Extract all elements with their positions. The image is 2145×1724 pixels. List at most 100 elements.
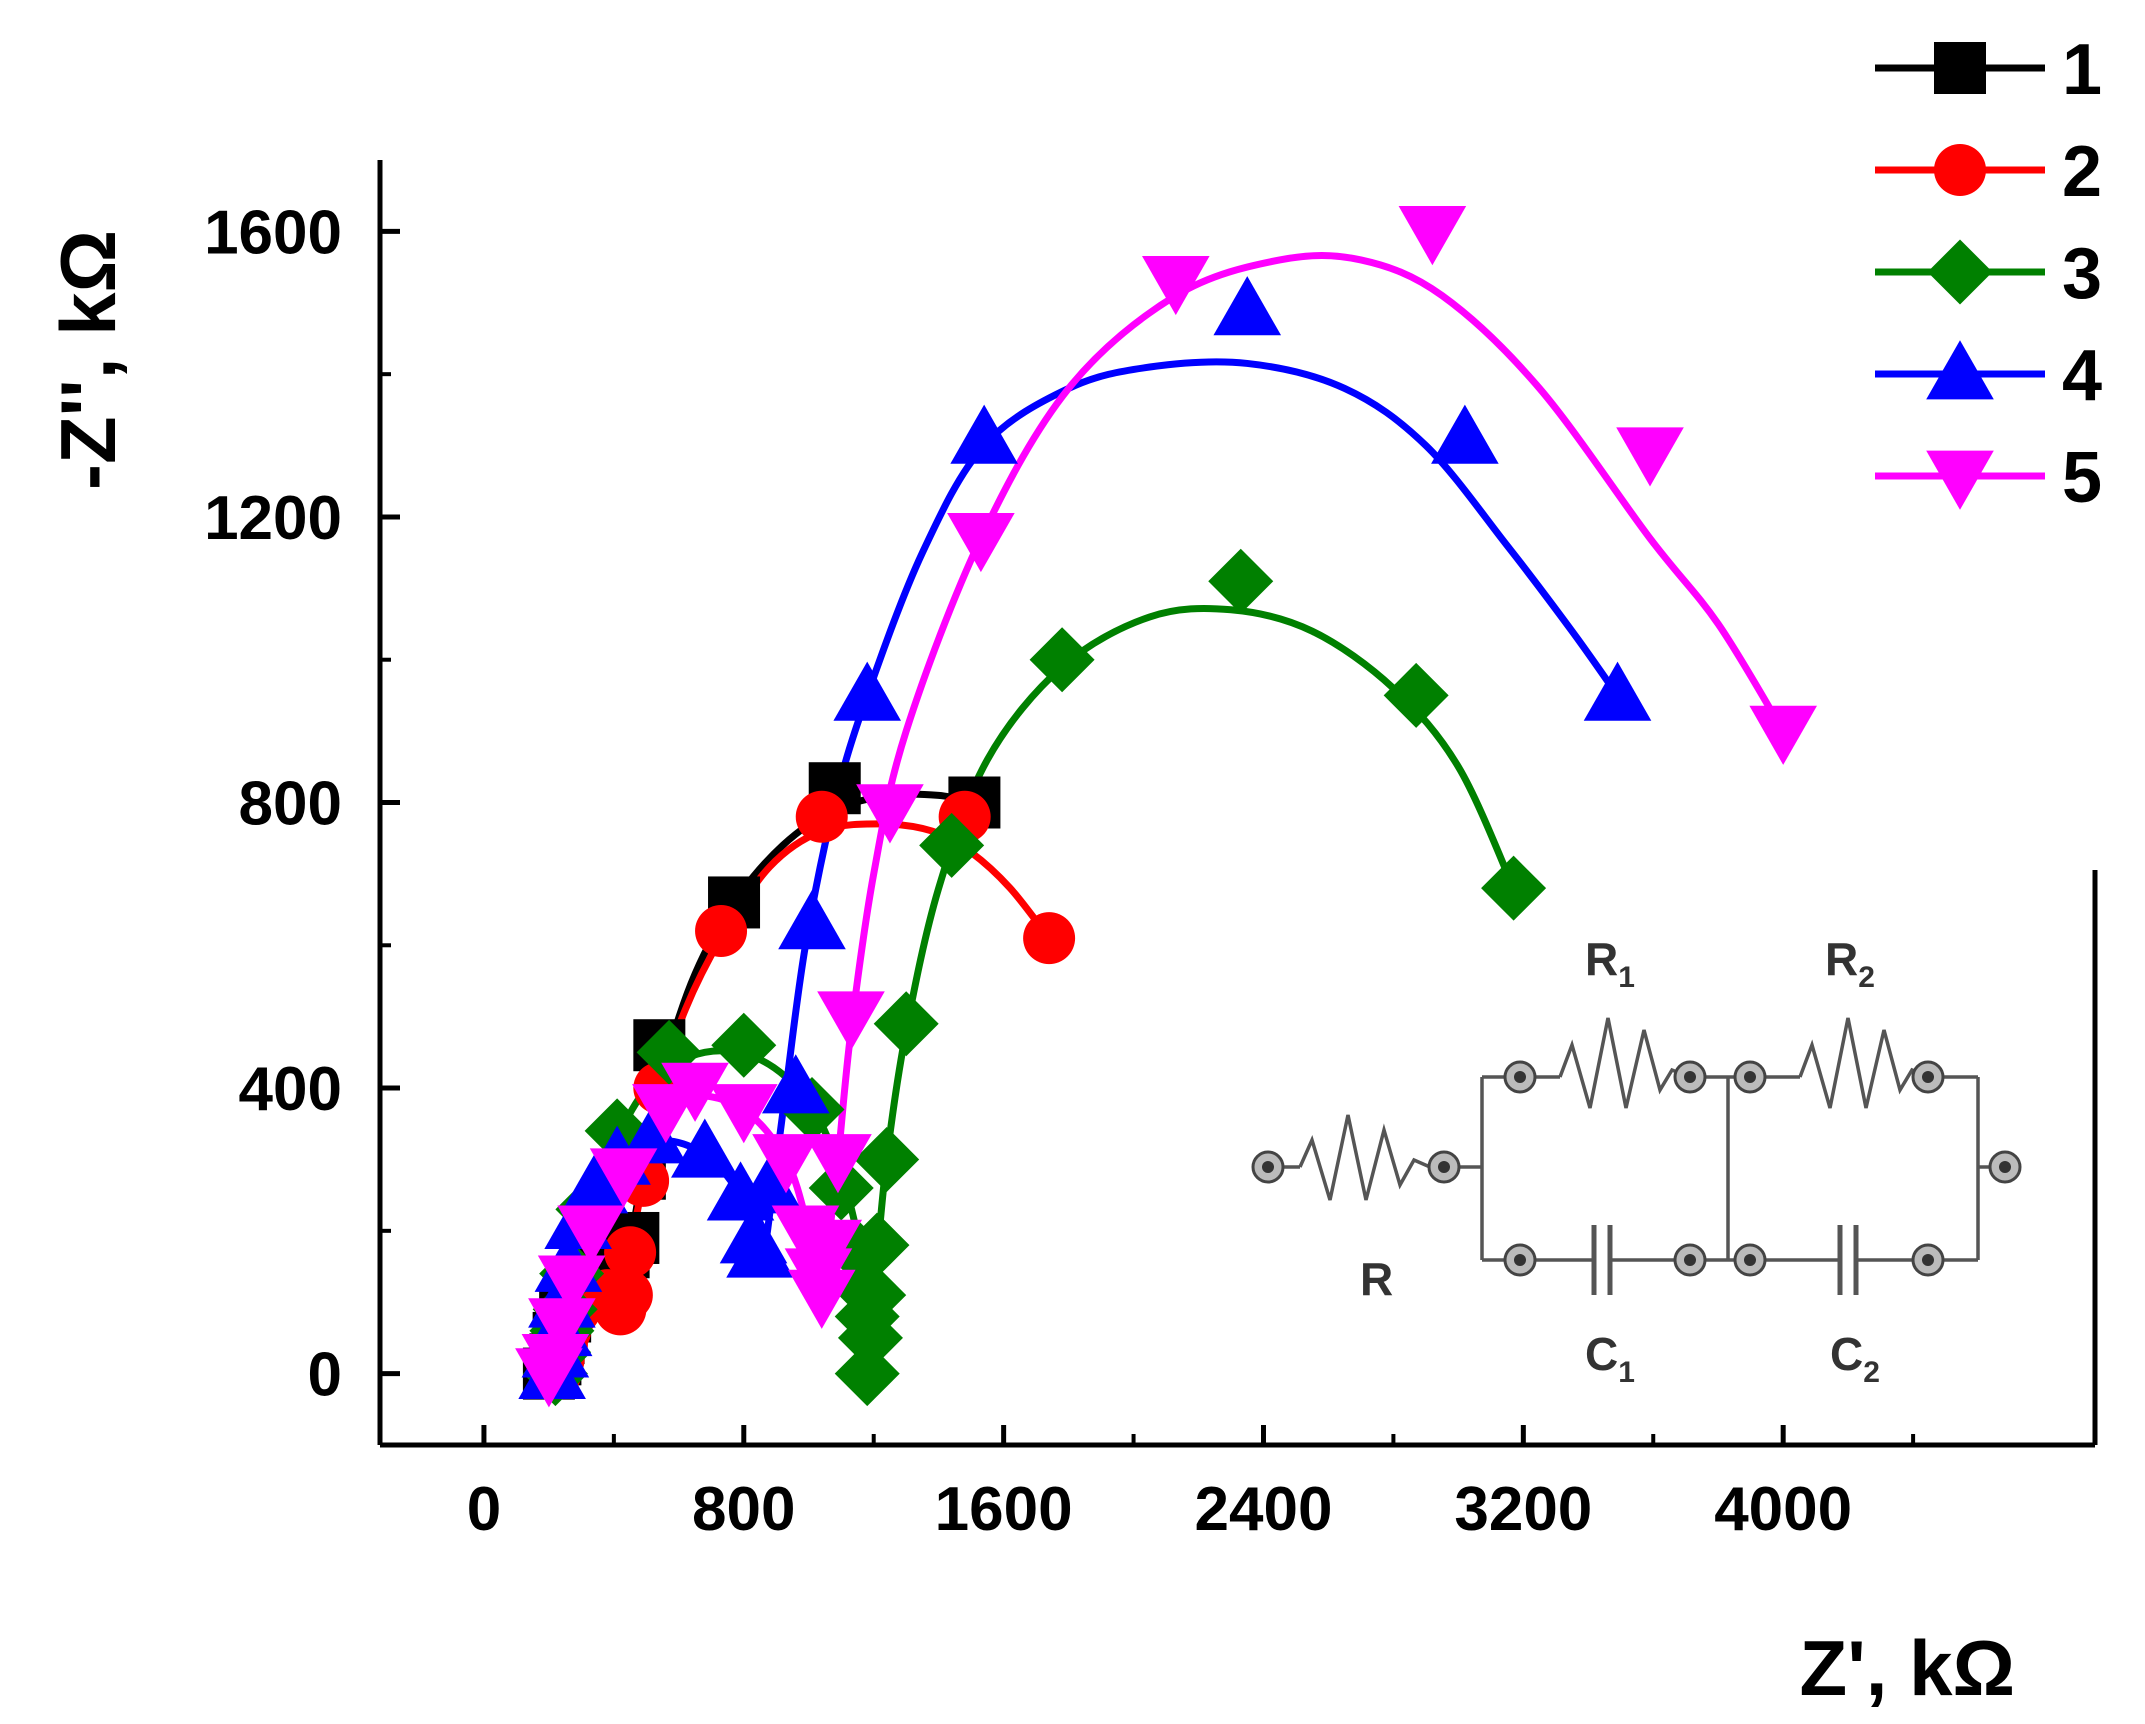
data-point-series-5	[1141, 256, 1210, 316]
circuit-terminal	[1733, 1243, 1767, 1277]
resistor-r1-symbol	[1558, 1017, 1691, 1109]
circuit-label-r2: R2	[1825, 933, 1875, 994]
data-point-series-4	[778, 890, 846, 950]
data-point-series-5	[1616, 427, 1684, 487]
data-point-series-5	[557, 1205, 625, 1265]
data-point-series-3	[844, 1212, 910, 1278]
data-point-series-3	[808, 1155, 874, 1221]
data-point-series-3	[873, 991, 939, 1057]
legend-label: 4	[2062, 336, 2102, 416]
data-point-series-4	[950, 404, 1018, 464]
data-point-series-2	[604, 1226, 657, 1279]
data-point-series-5	[817, 991, 885, 1051]
x-tick-label: 1600	[935, 1475, 1073, 1544]
data-markers	[515, 206, 1817, 1408]
data-point-series-4	[735, 1154, 804, 1214]
legend-label: 5	[2062, 438, 2102, 518]
data-point-series-5	[947, 513, 1015, 573]
circuit-terminal	[1911, 1243, 1945, 1277]
y-tick-label: 1600	[204, 198, 342, 267]
tick-labels: 0 800 1600 2400 3200 4000 0 400 800 1200 1600	[204, 198, 1852, 1544]
fit-curve-series-4	[548, 358, 1622, 1378]
legend-item-4: 4	[1875, 336, 2102, 416]
y-axis-title: -Z'', kΩ	[44, 230, 132, 490]
legend-item-5: 5	[1875, 438, 2102, 518]
legend-label: 1	[2062, 30, 2102, 110]
x-tick-label: 4000	[1714, 1475, 1852, 1544]
legend-marker	[1926, 340, 1994, 400]
ticks	[380, 228, 1916, 1445]
data-point-series-5	[589, 1148, 658, 1208]
legend-item-3: 3	[1875, 234, 2102, 314]
circuit-terminal	[1251, 1150, 1285, 1184]
x-tick-label: 800	[692, 1475, 795, 1544]
markers-series-5	[515, 206, 1817, 1408]
resistor-r2-symbol	[1798, 1017, 1929, 1109]
data-point-series-5	[537, 1255, 606, 1315]
circuit-label-r: R	[1360, 1253, 1393, 1305]
data-point-series-5	[752, 1134, 820, 1194]
equivalent-circuit-inset	[1268, 1017, 2005, 1295]
data-point-series-5	[804, 1134, 872, 1194]
data-point-series-2	[600, 1269, 653, 1322]
data-point-series-4	[1431, 404, 1499, 464]
y-tick-label: 1200	[204, 484, 342, 553]
resistor-r-symbol	[1298, 1114, 1431, 1201]
data-point-series-3	[1029, 627, 1095, 693]
data-point-series-3	[841, 1262, 907, 1328]
circuit-terminal	[1733, 1060, 1767, 1094]
circuit-terminal	[1673, 1243, 1707, 1277]
y-tick-label: 400	[239, 1055, 342, 1124]
data-point-series-5	[856, 784, 924, 844]
circuit-terminal	[1503, 1060, 1537, 1094]
legend-label: 3	[2062, 234, 2102, 314]
circuit-nodes	[1251, 1060, 2022, 1277]
circuit-terminal	[1503, 1243, 1537, 1277]
data-point-series-5	[787, 1269, 856, 1329]
y-tick-label: 0	[308, 1341, 342, 1410]
data-point-series-2	[795, 790, 848, 843]
data-point-series-4	[761, 1054, 830, 1114]
legend-marker	[1934, 144, 1986, 196]
data-point-series-5	[521, 1333, 590, 1394]
data-point-series-4	[833, 661, 902, 721]
data-point-series-3	[1208, 548, 1274, 614]
circuit-labels: R R1 R2 C1 C2	[1360, 933, 1880, 1389]
data-point-series-3	[1481, 855, 1547, 921]
x-tick-label: 3200	[1454, 1475, 1592, 1544]
data-point-series-5	[1749, 705, 1817, 765]
circuit-label-c2: C2	[1830, 1328, 1880, 1389]
circuit-terminal	[1673, 1060, 1707, 1094]
data-point-series-4	[726, 1218, 794, 1278]
data-point-series-5	[1398, 206, 1467, 266]
legend-marker	[1934, 42, 1986, 94]
data-point-series-3	[1383, 662, 1449, 728]
data-point-series-2	[695, 905, 748, 957]
data-point-series-4	[1213, 276, 1282, 336]
circuit-label-r1: R1	[1585, 933, 1635, 994]
circuit-terminal	[1988, 1150, 2022, 1184]
legend-item-1: 1	[1875, 30, 2102, 110]
legend-marker	[1927, 239, 1993, 305]
data-point-series-4	[1583, 661, 1652, 721]
data-point-series-5	[709, 1084, 778, 1144]
data-point-series-5	[794, 1219, 863, 1279]
y-tick-label: 800	[239, 770, 342, 839]
x-axis-title: Z', kΩ	[1800, 1624, 2015, 1712]
data-point-series-3	[711, 1012, 777, 1078]
circuit-terminal	[1427, 1150, 1461, 1184]
legend-marker	[1926, 450, 1994, 510]
legend-item-2: 2	[1875, 132, 2102, 212]
data-point-series-3	[854, 1126, 920, 1192]
data-point-series-3	[834, 1341, 900, 1407]
legend: 1 2 3 4 5	[1875, 30, 2102, 518]
data-point-series-3	[919, 812, 985, 878]
data-point-series-4	[671, 1118, 739, 1178]
data-point-series-2	[1023, 912, 1076, 965]
data-point-series-5	[528, 1298, 596, 1358]
circuit-label-c1: C1	[1585, 1328, 1635, 1389]
circuit-terminal	[1911, 1060, 1945, 1094]
x-tick-label: 0	[467, 1475, 501, 1544]
x-tick-label: 2400	[1195, 1475, 1333, 1544]
